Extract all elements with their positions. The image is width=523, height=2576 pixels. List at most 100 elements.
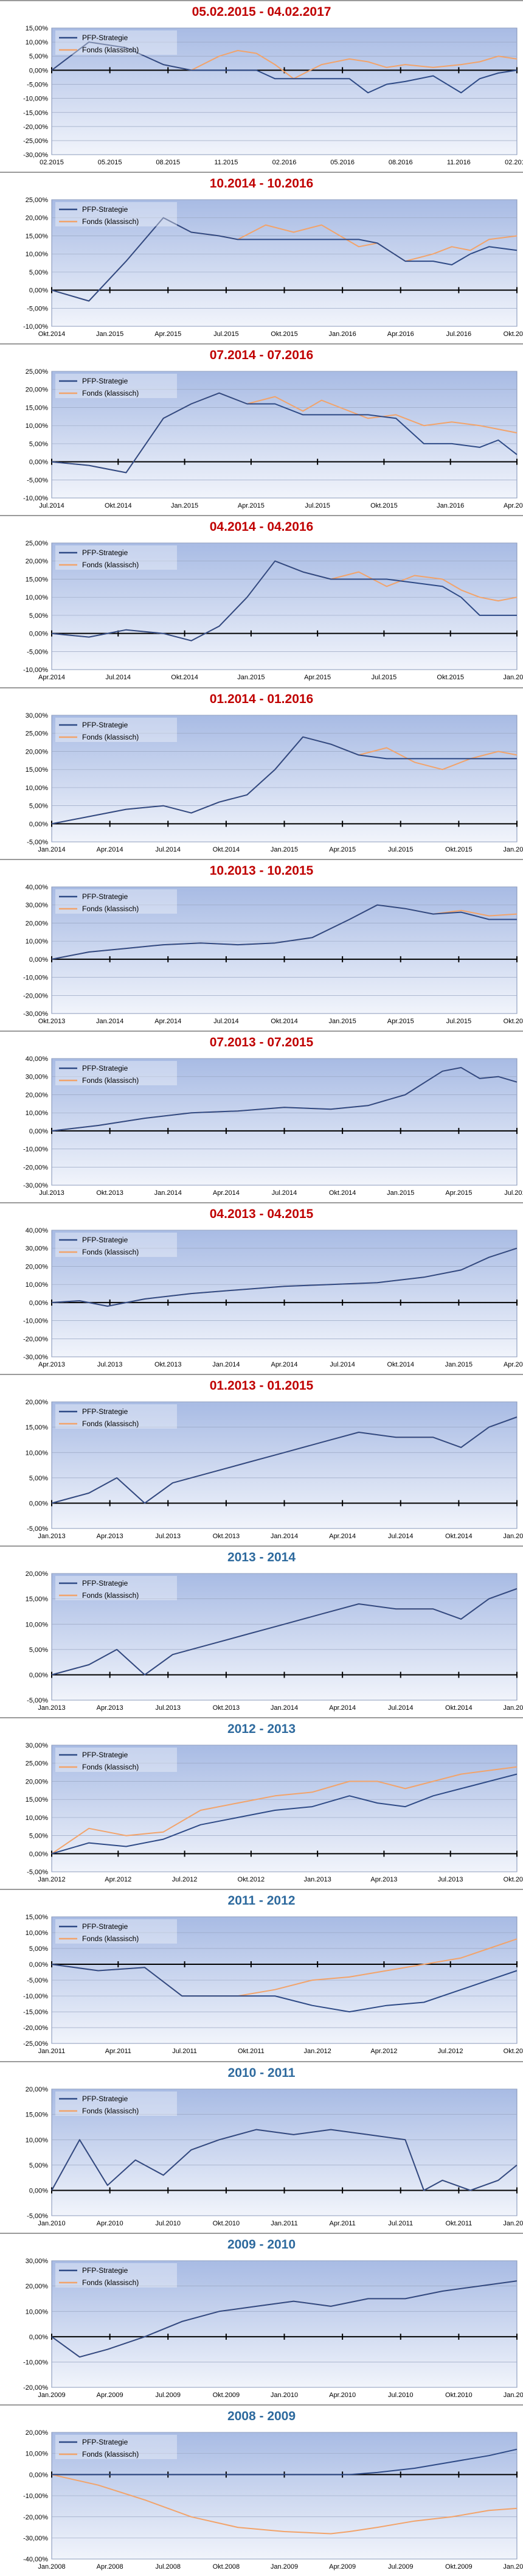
legend-label: PFP-Strategie bbox=[82, 1751, 128, 1759]
y-tick-label: 10,00% bbox=[26, 1621, 48, 1628]
chart-title: 10.2014 - 10.2016 bbox=[209, 177, 314, 191]
x-tick-label: Apr.2014 bbox=[38, 674, 65, 682]
legend-box bbox=[55, 1060, 178, 1085]
x-tick-label: Jan.2010 bbox=[271, 2392, 298, 2399]
y-tick-label: -5,00% bbox=[27, 1978, 48, 1985]
y-tick-label: 20,00% bbox=[26, 1399, 48, 1406]
y-tick-label: 20,00% bbox=[26, 1779, 48, 1786]
x-tick-label: Apr.2016 bbox=[387, 331, 414, 338]
y-tick-label: -10,00% bbox=[23, 323, 48, 331]
y-tick-label: -10,00% bbox=[23, 96, 48, 103]
legend-label: Fonds (klassisch) bbox=[82, 733, 139, 741]
x-tick-label: Jan.2014 bbox=[38, 846, 65, 853]
y-tick-label: 5,00% bbox=[29, 53, 48, 60]
y-tick-label: 0,00% bbox=[29, 1300, 48, 1307]
y-tick-label: 30,00% bbox=[26, 1245, 48, 1253]
legend-label: PFP-Strategie bbox=[82, 33, 128, 42]
x-tick-label: Jan.2012 bbox=[503, 2220, 523, 2227]
y-tick-label: 10,00% bbox=[26, 1281, 48, 1289]
y-tick-label: 20,00% bbox=[26, 387, 48, 394]
x-tick-label: Apr.2015 bbox=[445, 1189, 472, 1197]
x-tick-label: 11.2016 bbox=[447, 159, 471, 166]
series-line-pfp-strategie bbox=[51, 736, 517, 824]
y-tick-label: 25,00% bbox=[26, 730, 48, 737]
y-tick-label: 20,00% bbox=[26, 558, 48, 565]
series-line-pfp-strategie bbox=[51, 1964, 518, 2013]
x-tick-label: Jul.2015 bbox=[388, 846, 414, 853]
y-tick-label: -10,00% bbox=[23, 1146, 48, 1153]
x-tick-label: Okt.2013 bbox=[38, 1018, 66, 1025]
x-tick-label: Jul.2014 bbox=[213, 1018, 239, 1025]
legend-box bbox=[55, 545, 178, 570]
y-tick-label: 20,00% bbox=[26, 2283, 48, 2290]
x-tick-label: Okt.2015 bbox=[370, 502, 398, 509]
x-tick-label: Jul.2010 bbox=[388, 2392, 414, 2399]
y-tick-label: 40,00% bbox=[26, 1055, 48, 1063]
y-tick-label: -10,00% bbox=[23, 667, 48, 674]
y-tick-label: 0,00% bbox=[29, 2187, 48, 2194]
y-tick-label: 30,00% bbox=[26, 2258, 48, 2265]
y-tick-label: -5,00% bbox=[27, 839, 48, 846]
chart-title: 04.2013 - 04.2015 bbox=[209, 1206, 314, 1221]
chart-title: 01.2013 - 01.2015 bbox=[209, 1379, 314, 1393]
x-tick-label: Jan.2013 bbox=[304, 1876, 331, 1883]
y-tick-label: -5,00% bbox=[27, 1525, 48, 1533]
x-tick-label: Jan.2015 bbox=[96, 331, 123, 338]
y-tick-label: 15,00% bbox=[26, 25, 48, 32]
y-tick-label: 15,00% bbox=[26, 1914, 48, 1921]
chart-title: 05.02.2015 - 04.02.2017 bbox=[192, 5, 331, 19]
y-tick-label: 15,00% bbox=[26, 1424, 48, 1432]
y-tick-label: 0,00% bbox=[29, 287, 48, 295]
y-tick-label: -5,00% bbox=[27, 649, 48, 656]
x-tick-label: Okt.2016 bbox=[504, 331, 523, 338]
chart-svg: 40,00% 30,00% 20,00% 10,00% 0,00% -10,00% -20,… bbox=[23, 1055, 523, 1197]
series-line-pfp-strategie bbox=[51, 217, 518, 302]
legend-label: PFP-Strategie bbox=[82, 1922, 128, 1931]
x-tick-label: Jul.2016 bbox=[446, 331, 472, 338]
legend-box bbox=[55, 1404, 178, 1429]
y-tick-label: 15,00% bbox=[26, 2111, 48, 2118]
legend-label: Fonds (klassisch) bbox=[82, 2107, 139, 2115]
legend-label: PFP-Strategie bbox=[82, 721, 128, 729]
legend-label: Fonds (klassisch) bbox=[82, 1934, 139, 1943]
legend-box bbox=[55, 1232, 178, 1257]
legend-label: Fonds (klassisch) bbox=[82, 1248, 139, 1256]
x-tick-label: Jan.2012 bbox=[304, 2048, 331, 2056]
x-tick-label: Jul.2011 bbox=[388, 2220, 413, 2227]
x-tick-label: Jul.2014 bbox=[330, 1361, 355, 1368]
y-tick-label: -30,00% bbox=[23, 152, 48, 159]
legend-label: Fonds (klassisch) bbox=[82, 1763, 139, 1771]
x-tick-label: Jul.2013 bbox=[155, 1533, 181, 1540]
x-tick-label: Okt.2014 bbox=[171, 674, 198, 682]
series-line-fonds-klassisch bbox=[51, 1766, 518, 1855]
chart-svg: 25,00% 20,00% 15,00% 10,00% 5,00% 0,00% -5,00%… bbox=[23, 197, 523, 338]
chart-panel: 2013 - 2014 20,00% 15,00% 10,00% 5,00% 0,00% -… bbox=[0, 1545, 523, 1718]
chart-title: 2008 - 2009 bbox=[227, 2409, 296, 2423]
x-tick-label: Apr.2013 bbox=[370, 1876, 397, 1883]
legend-label: Fonds (klassisch) bbox=[82, 905, 139, 913]
legend-box bbox=[55, 889, 178, 914]
series-line-fonds-klassisch bbox=[51, 2474, 518, 2535]
x-tick-label: Okt.2010 bbox=[213, 2220, 240, 2227]
y-tick-label: -20,00% bbox=[23, 2384, 48, 2392]
x-tick-label: Jul.2009 bbox=[388, 2563, 414, 2571]
series-line-pfp-strategie bbox=[51, 1773, 518, 1855]
x-tick-label: Jan.2014 bbox=[154, 1189, 182, 1197]
chart-panel: 04.2014 - 04.2016 25,00% 20,00% 15,00% 10,00… bbox=[0, 515, 523, 687]
y-tick-label: -25,00% bbox=[23, 138, 48, 145]
legend-label: PFP-Strategie bbox=[82, 2266, 128, 2275]
y-tick-label: -40,00% bbox=[23, 2556, 48, 2563]
y-tick-label: -10,00% bbox=[23, 1993, 48, 2001]
x-tick-label: Apr.2013 bbox=[97, 1533, 123, 1540]
y-tick-label: 25,00% bbox=[26, 368, 48, 376]
legend-label: Fonds (klassisch) bbox=[82, 2278, 139, 2287]
y-tick-label: -20,00% bbox=[23, 2025, 48, 2032]
y-tick-label: 10,00% bbox=[26, 1449, 48, 1457]
x-tick-label: Jul.2013 bbox=[39, 1189, 64, 1197]
y-tick-label: 5,00% bbox=[29, 1833, 48, 1840]
x-tick-label: Jan.2013 bbox=[38, 1533, 65, 1540]
x-tick-label: Okt.2010 bbox=[445, 2392, 473, 2399]
y-tick-label: -25,00% bbox=[23, 2041, 48, 2048]
y-tick-label: 10,00% bbox=[26, 39, 48, 46]
x-tick-label: Jul.2014 bbox=[272, 1189, 297, 1197]
